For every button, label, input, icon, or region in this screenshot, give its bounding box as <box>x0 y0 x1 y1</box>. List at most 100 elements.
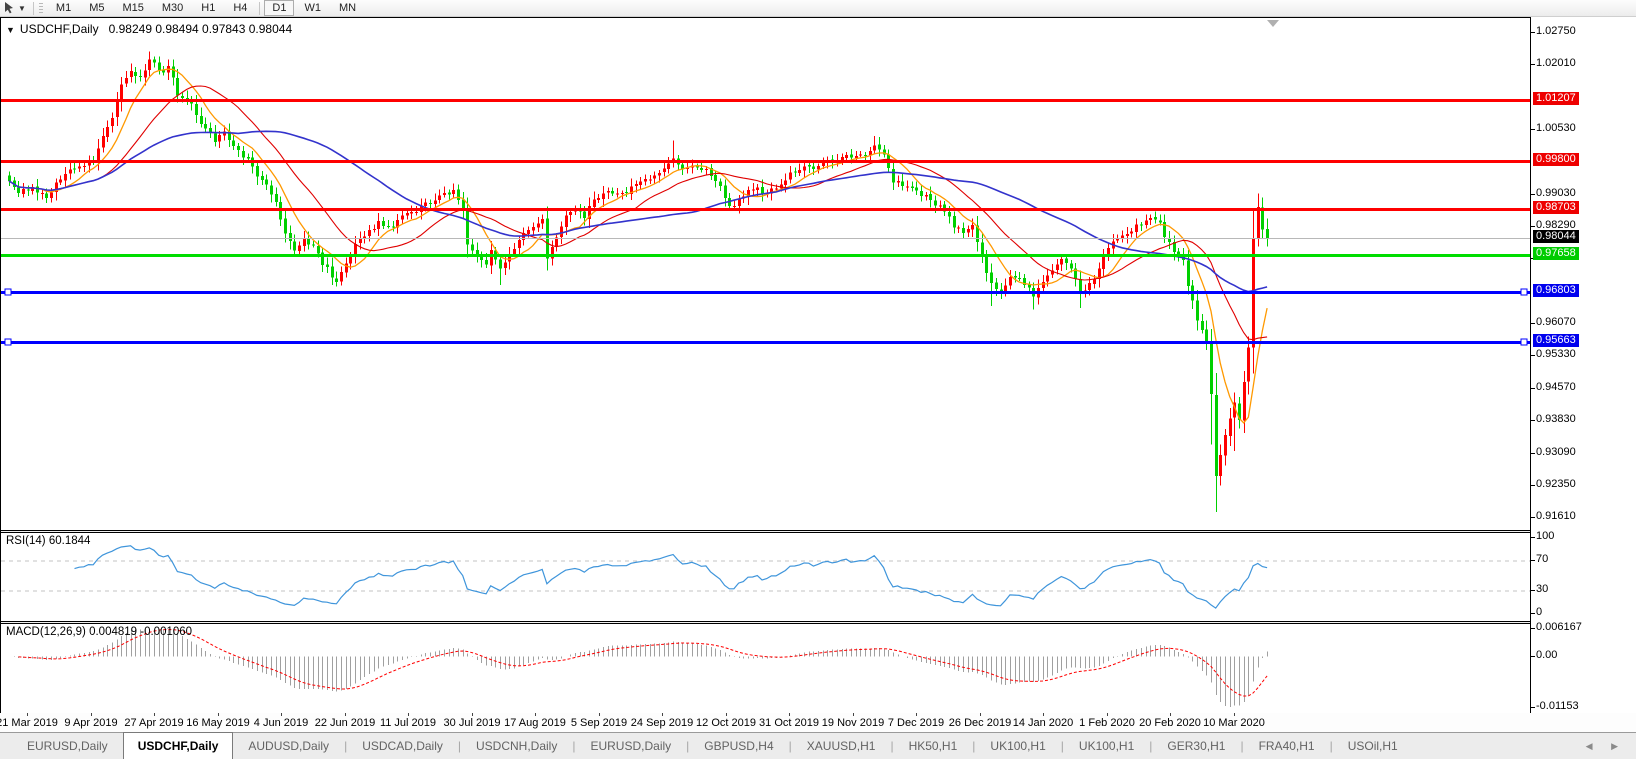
time-axis-label: 27 Apr 2019 <box>124 717 184 729</box>
cursor-tool-button[interactable]: ▼ <box>0 0 30 16</box>
axis-tick <box>1531 420 1535 421</box>
axis-tick-label: 0.91610 <box>1536 510 1576 522</box>
chart-tab-uk100-h1[interactable]: UK100,H1 <box>1078 739 1135 753</box>
time-axis-label: 19 Nov 2019 <box>821 717 885 729</box>
axis-tick <box>1531 194 1535 195</box>
axis-price-label: 0.98703 <box>1533 201 1579 214</box>
chart-tabs: EURUSD,Daily USDCHF,Daily AUDUSD,Daily | USD… <box>0 732 1636 759</box>
chart-tab-uk100-h1[interactable]: UK100,H1 <box>990 739 1046 753</box>
tab-separator: | <box>572 739 576 753</box>
macd-indicator-label: MACD(12,26,9) 0.004819 -0.001060 <box>6 626 192 638</box>
time-axis-label: 20 Feb 2020 <box>1139 717 1201 729</box>
timeframe-button-d1[interactable]: D1 <box>264 0 295 16</box>
chart-tab-bar: EURUSD,Daily USDCHF,Daily AUDUSD,Daily | USD… <box>0 732 1636 759</box>
tab-separator: | <box>1329 739 1333 753</box>
axis-tick-label: 0.006167 <box>1536 621 1582 633</box>
axis-tick <box>1531 64 1535 65</box>
axis-tick-label: 100 <box>1536 530 1555 542</box>
tab-separator: | <box>1060 739 1064 753</box>
axis-tick <box>1531 613 1535 614</box>
axis-tick-label: 0.92350 <box>1536 478 1576 490</box>
time-axis-tick <box>1043 713 1044 716</box>
time-axis-label: 9 Apr 2019 <box>64 717 118 729</box>
chart-tab-eurusd-daily[interactable]: EURUSD,Daily <box>590 739 672 753</box>
tab-separator: | <box>890 739 894 753</box>
axis-tick <box>1531 628 1535 629</box>
timeframe-button-m1[interactable]: M1 <box>55 2 72 14</box>
price-chart[interactable] <box>1 18 1531 530</box>
time-axis-label: 12 Oct 2019 <box>696 717 756 729</box>
axis-tick-label: 1.00530 <box>1536 122 1576 134</box>
chart-tab-usdchf-daily[interactable]: USDCHF,Daily <box>122 732 234 759</box>
time-axis-label: 21 Mar 2019 <box>0 717 58 729</box>
axis-price-label: 0.97658 <box>1533 247 1579 260</box>
chart-symbol-label: USDCHF,Daily <box>19 22 99 36</box>
axis-tick-label: 1.02750 <box>1536 25 1576 37</box>
timeframe-button-m30[interactable]: M30 <box>161 2 184 14</box>
tab-separator: | <box>457 739 461 753</box>
axis-tick <box>1531 707 1535 708</box>
timeframe-button-h4[interactable]: H4 <box>233 2 248 14</box>
time-axis[interactable]: 21 Mar 2019 9 Apr 2019 27 Apr 2019 16 May 2… <box>0 713 1636 732</box>
time-axis-tick <box>154 713 155 716</box>
time-axis-tick <box>980 713 981 716</box>
macd-values: 0.004819 -0.001060 <box>89 626 193 638</box>
timeframe-button-w1[interactable]: W1 <box>304 2 321 14</box>
panel-splitter[interactable] <box>1 530 1530 533</box>
macd-panel[interactable] <box>1 624 1531 713</box>
chart-ohlc-values: 0.98249 0.98494 0.97843 0.98044 <box>108 22 293 36</box>
chart-tab-ger30-h1[interactable]: GER30,H1 <box>1167 739 1226 753</box>
toolbar-grip[interactable] <box>38 2 43 14</box>
axis-price-label: 1.01207 <box>1533 92 1579 105</box>
time-axis-tick <box>916 713 917 716</box>
tab-separator: | <box>788 739 792 753</box>
axis-tick-label: 0.95330 <box>1536 348 1576 360</box>
time-axis-tick <box>91 713 92 716</box>
chart-tab-fra40-h1[interactable]: FRA40,H1 <box>1258 739 1315 753</box>
axis-tick-label: 0.99030 <box>1536 187 1576 199</box>
time-axis-label: 4 Jun 2019 <box>253 717 309 729</box>
chart-tab-hk50-h1[interactable]: HK50,H1 <box>908 739 958 753</box>
timeframe-button-h1[interactable]: H1 <box>201 2 216 14</box>
panel-splitter[interactable] <box>1 621 1530 624</box>
axis-tick-label: 70 <box>1536 553 1549 565</box>
cursor-tool-icon <box>4 2 16 14</box>
timeframe-button-mn[interactable]: MN <box>338 2 357 14</box>
chart-window[interactable]: ▼ USDCHF,Daily 0.98249 0.98494 0.97843 0.9… <box>0 17 1531 714</box>
axis-tick <box>1531 323 1535 324</box>
time-axis-tick <box>345 713 346 716</box>
time-axis-tick <box>281 713 282 716</box>
price-axis[interactable]: 1.027501.020101.005300.990300.982900.975… <box>1530 17 1636 713</box>
axis-tick <box>1531 32 1535 33</box>
axis-tick-label: 0.94570 <box>1536 381 1576 393</box>
time-axis-tick <box>662 713 663 716</box>
tab-scroll-left-icon[interactable]: ◀ <box>1585 741 1601 751</box>
time-axis-label: 1 Feb 2020 <box>1079 717 1135 729</box>
tab-scroll-right-icon[interactable]: ▶ <box>1611 741 1626 751</box>
toolbar-separator <box>32 1 34 15</box>
time-axis-tick <box>1234 713 1235 716</box>
axis-tick <box>1531 517 1535 518</box>
time-axis-label: 22 Jun 2019 <box>314 717 376 729</box>
time-axis-tick <box>726 713 727 716</box>
chart-tab-xauusd-h1[interactable]: XAUUSD,H1 <box>806 739 876 753</box>
chart-tab-eurusd-daily[interactable]: EURUSD,Daily <box>27 739 108 753</box>
collapse-indicator-icon: ▼ <box>6 25 15 35</box>
axis-tick <box>1531 355 1535 356</box>
rsi-value: 60.1844 <box>48 535 91 547</box>
axis-tick <box>1531 537 1535 538</box>
chart-tab-usdcad-daily[interactable]: USDCAD,Daily <box>362 739 443 753</box>
time-axis-tick <box>853 713 854 716</box>
axis-tick <box>1531 226 1535 227</box>
timeframe-button-m5[interactable]: M5 <box>89 2 105 14</box>
time-axis-label: 17 Aug 2019 <box>504 717 566 729</box>
time-axis-label: 30 Jul 2019 <box>443 717 501 729</box>
chart-tab-usdcnh-daily[interactable]: USDCNH,Daily <box>476 739 558 753</box>
chart-tab-usoil-h1[interactable]: USOil,H1 <box>1347 739 1398 753</box>
chart-tab-gbpusd-h4[interactable]: GBPUSD,H4 <box>704 739 774 753</box>
axis-tick <box>1531 560 1535 561</box>
rsi-panel[interactable] <box>1 533 1531 621</box>
timeframe-button-m15[interactable]: M15 <box>122 2 144 14</box>
toolbar-separator <box>259 1 261 15</box>
chart-tab-audusd-daily[interactable]: AUDUSD,Daily <box>248 739 330 753</box>
